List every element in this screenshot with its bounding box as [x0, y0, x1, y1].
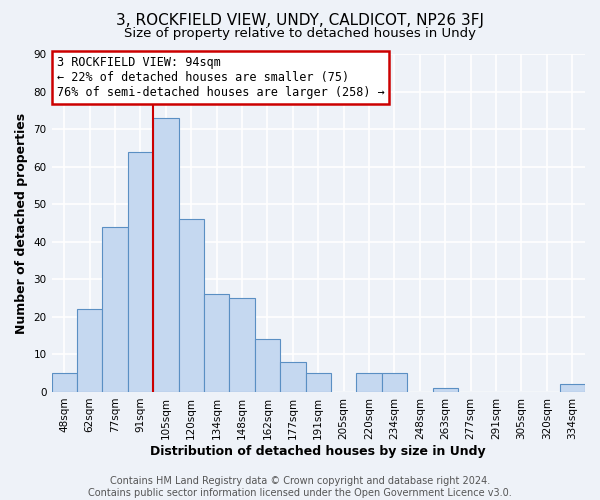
Bar [560, 384, 585, 392]
Text: 3 ROCKFIELD VIEW: 94sqm
← 22% of detached houses are smaller (75)
76% of semi-de: 3 ROCKFIELD VIEW: 94sqm ← 22% of detache… [56, 56, 385, 99]
Y-axis label: Number of detached properties: Number of detached properties [15, 112, 28, 334]
Bar [433, 388, 458, 392]
Bar [52, 373, 77, 392]
Bar [179, 219, 204, 392]
Bar [153, 118, 179, 392]
Bar [382, 373, 407, 392]
Bar [103, 226, 128, 392]
Bar [77, 310, 103, 392]
Bar [128, 152, 153, 392]
Bar [255, 340, 280, 392]
Bar [204, 294, 229, 392]
Bar [305, 373, 331, 392]
Text: 3, ROCKFIELD VIEW, UNDY, CALDICOT, NP26 3FJ: 3, ROCKFIELD VIEW, UNDY, CALDICOT, NP26 … [116, 12, 484, 28]
X-axis label: Distribution of detached houses by size in Undy: Distribution of detached houses by size … [151, 444, 486, 458]
Text: Size of property relative to detached houses in Undy: Size of property relative to detached ho… [124, 28, 476, 40]
Text: Contains HM Land Registry data © Crown copyright and database right 2024.
Contai: Contains HM Land Registry data © Crown c… [88, 476, 512, 498]
Bar [229, 298, 255, 392]
Bar [280, 362, 305, 392]
Bar [356, 373, 382, 392]
